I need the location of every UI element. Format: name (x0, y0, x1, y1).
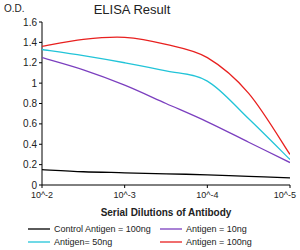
x-tick-label: 10^-2 (31, 190, 53, 200)
x-tick (290, 185, 291, 188)
legend-swatch (160, 241, 182, 242)
series-line (42, 58, 290, 163)
y-axis-label: O.D. (4, 3, 25, 14)
x-tick (207, 185, 208, 188)
y-tick-label: 1.4 (23, 37, 37, 48)
plot-area (42, 37, 290, 178)
y-tick (39, 123, 42, 124)
legend-swatch (28, 228, 50, 229)
legend-label: Antigen= 50ng (54, 237, 112, 247)
y-tick-label: 0.2 (23, 159, 37, 170)
y-tick-label: 0.4 (23, 139, 37, 150)
x-tick-label: 10^-3 (114, 190, 136, 200)
y-tick (39, 62, 42, 63)
y-tick (39, 22, 42, 23)
x-tick (124, 185, 125, 188)
y-tick-label: 1 (31, 78, 37, 89)
legend-label: Antigen = 10ng (186, 224, 247, 234)
legend-swatch (160, 228, 182, 229)
legend-label: Antigen = 100ng (186, 237, 252, 247)
y-tick-label: 0.8 (23, 98, 37, 109)
y-tick (39, 164, 42, 165)
series-line (42, 37, 290, 154)
legend-label: Control Antigen = 100ng (54, 224, 151, 234)
y-tick (39, 144, 42, 145)
series-line (42, 170, 290, 178)
y-tick-label: 1.2 (23, 57, 37, 68)
x-axis (42, 185, 290, 186)
series-line (42, 50, 290, 160)
x-axis-label: Serial Dilutions of Antibody (101, 207, 232, 218)
y-tick-label: 0.6 (23, 118, 37, 129)
y-tick (39, 103, 42, 104)
legend: Control Antigen = 100ng Antigen = 10ng Ant… (28, 224, 252, 247)
y-tick (39, 42, 42, 43)
x-tick (42, 185, 43, 188)
chart: ELISA Result O.D. Serial Dilutions of Anti… (0, 0, 300, 250)
x-tick-label: 10^-4 (196, 190, 218, 200)
y-tick-label: 0 (31, 180, 37, 191)
title: ELISA Result (94, 2, 171, 17)
x-tick-label: 10^-5 (274, 190, 296, 200)
y-tick (39, 83, 42, 84)
legend-swatch (28, 241, 50, 242)
y-tick-label: 1.6 (23, 17, 37, 28)
